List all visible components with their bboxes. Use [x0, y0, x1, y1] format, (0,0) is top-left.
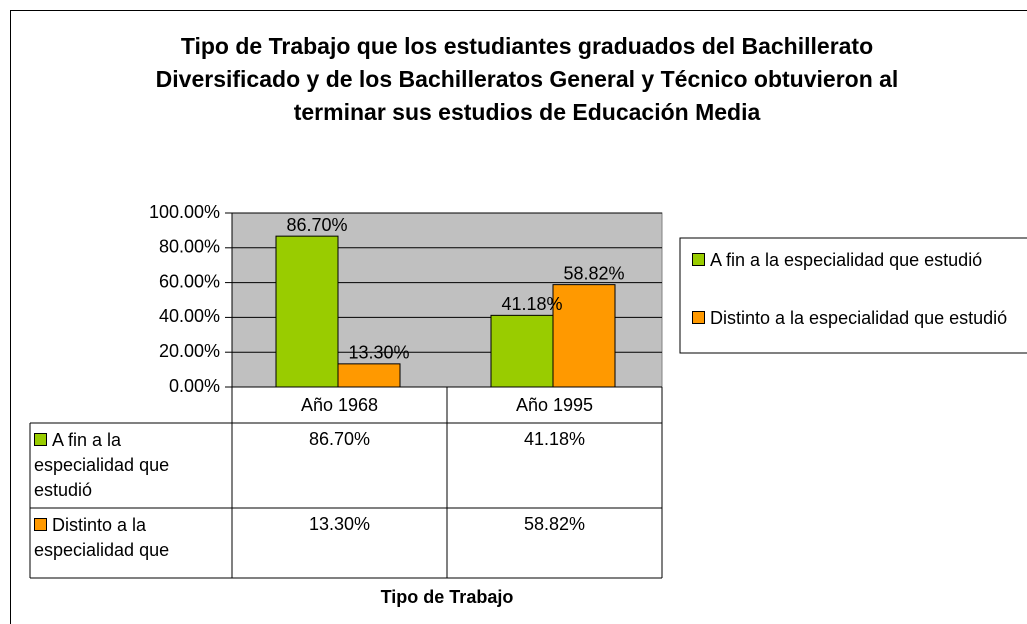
- bar: [552, 284, 616, 388]
- x-axis-title: Tipo de Trabajo: [381, 587, 514, 607]
- legend-entry: A fin a la especialidad que estudió: [692, 248, 1027, 300]
- chart-title: Tipo de Trabajo que los estudiantes grad…: [155, 33, 899, 125]
- data-label: 13.30%: [348, 343, 409, 363]
- table-value: 86.70%: [309, 429, 370, 449]
- data-label: 41.18%: [501, 294, 562, 314]
- legend-swatch: [692, 253, 705, 266]
- table-value: 41.18%: [524, 429, 585, 449]
- legend-box: [679, 237, 1027, 354]
- y-tick-label: 40.00%: [159, 306, 220, 326]
- y-tick-label: 20.00%: [159, 341, 220, 361]
- data-label: 86.70%: [286, 215, 347, 235]
- table-swatch: [34, 433, 47, 446]
- y-tick-label: 80.00%: [159, 237, 220, 257]
- legend-label: A fin a la especialidad que estudió: [710, 250, 983, 270]
- table-row-header: Distinto a la especialidad que estudió: [34, 513, 226, 565]
- y-tick-label: 100.00%: [149, 202, 220, 222]
- legend-entry: Distinto a la especialidad que estudió: [692, 306, 1027, 358]
- bar: [337, 363, 401, 388]
- table-row-label: Distinto a la especialidad que estudió: [34, 515, 170, 560]
- table-swatch: [34, 518, 47, 531]
- x-tick-label: Año 1995: [516, 395, 593, 415]
- table-row-label: A fin a la especialidad que estudió: [34, 430, 170, 500]
- data-label: 58.82%: [563, 263, 624, 283]
- table-value: 13.30%: [309, 514, 370, 534]
- legend-swatch: [692, 311, 705, 324]
- y-tick-label: 60.00%: [159, 271, 220, 291]
- x-tick-label: Año 1968: [301, 395, 378, 415]
- legend-label: Distinto a la especialidad que estudió: [710, 308, 1008, 328]
- table-value: 58.82%: [524, 514, 585, 534]
- table-row-header: A fin a la especialidad que estudió: [34, 428, 226, 506]
- bar: [275, 235, 339, 388]
- bar: [490, 314, 554, 388]
- y-tick-label: 0.00%: [169, 376, 220, 396]
- chart-frame: [10, 10, 1027, 624]
